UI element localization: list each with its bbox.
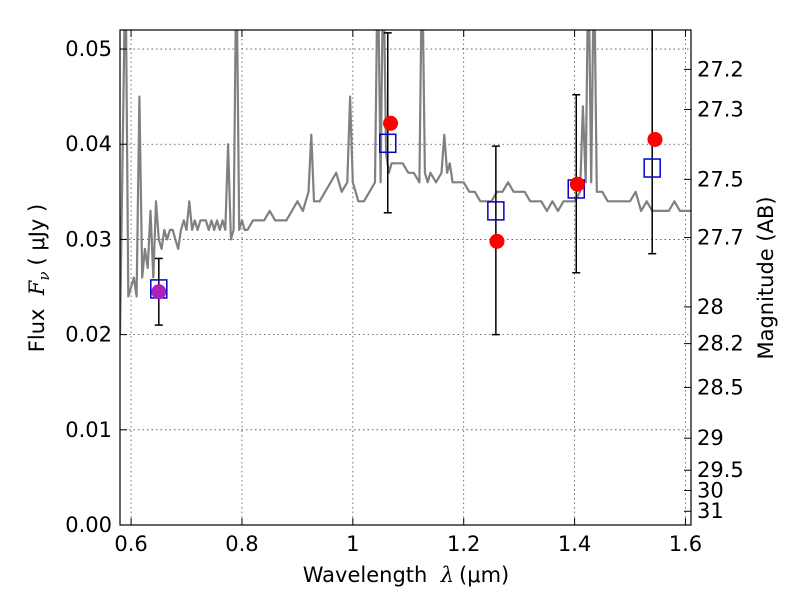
y-axis-title-unit: ( μJy ) <box>25 204 49 266</box>
x-axis-title-symbol: λ <box>440 563 454 587</box>
y-axis-title-prefix: Flux <box>25 295 49 352</box>
observed-point <box>489 233 505 249</box>
x-tick-label: 0.8 <box>225 532 258 556</box>
plot-frame <box>119 29 692 526</box>
observed-layer <box>151 115 663 300</box>
spectrum-layer <box>120 30 691 335</box>
ticks: 0.6 0.8 1 1.2 1.4 1.6 0.00 0.01 0.02 0.03 0.04 0.05… <box>65 30 744 556</box>
y2-tick-label: 29 <box>697 426 724 450</box>
y-tick-label: 0.05 <box>65 37 112 61</box>
model-point <box>487 201 505 221</box>
observed-point <box>569 176 585 192</box>
y-tick-label: 0.01 <box>65 418 112 442</box>
model-point <box>643 158 661 178</box>
y2-tick-label: 27.3 <box>697 97 744 121</box>
x-tick-label: 1 <box>346 532 359 556</box>
grid <box>120 30 691 526</box>
observed-point <box>151 284 167 300</box>
model-point <box>379 133 397 154</box>
y2-tick-label: 31 <box>697 499 724 523</box>
y-tick-label: 0.00 <box>65 513 112 537</box>
x-tick-label: 1.4 <box>558 532 591 556</box>
y-tick-label: 0.04 <box>65 132 112 156</box>
x-axis-title-unit: (μm) <box>459 563 509 587</box>
y2-tick-label: 28.5 <box>697 375 744 399</box>
y-tick-label: 0.02 <box>65 323 112 347</box>
y2-tick-label: 29.5 <box>697 458 744 482</box>
y2-tick-label: 27.2 <box>697 57 744 81</box>
y2-tick-label: 27.7 <box>697 226 744 250</box>
spectrum-line <box>120 30 691 335</box>
y2-tick-label: 28 <box>697 295 724 319</box>
y-axis-title: Flux Fν ( μJy ) <box>25 204 53 352</box>
y2-tick-label: 30 <box>697 478 724 502</box>
y2-tick-label: 27.5 <box>697 167 744 191</box>
x-tick-label: 1.6 <box>669 532 702 556</box>
x-tick-label: 0.6 <box>114 532 147 556</box>
y-tick-label: 0.03 <box>65 227 112 251</box>
y2-axis-title: Magnitude (AB) <box>754 196 778 359</box>
observed-point <box>383 115 399 131</box>
y-axis-title-symbol: F <box>25 279 49 296</box>
x-axis-title-prefix: Wavelength <box>303 563 441 587</box>
x-tick-label: 1.2 <box>447 532 480 556</box>
x-axis-title: Wavelength λ (μm) <box>303 563 509 587</box>
y-axis-title-subscript: ν <box>35 272 53 281</box>
y2-tick-label: 28.2 <box>697 332 744 356</box>
observed-point <box>647 131 663 147</box>
